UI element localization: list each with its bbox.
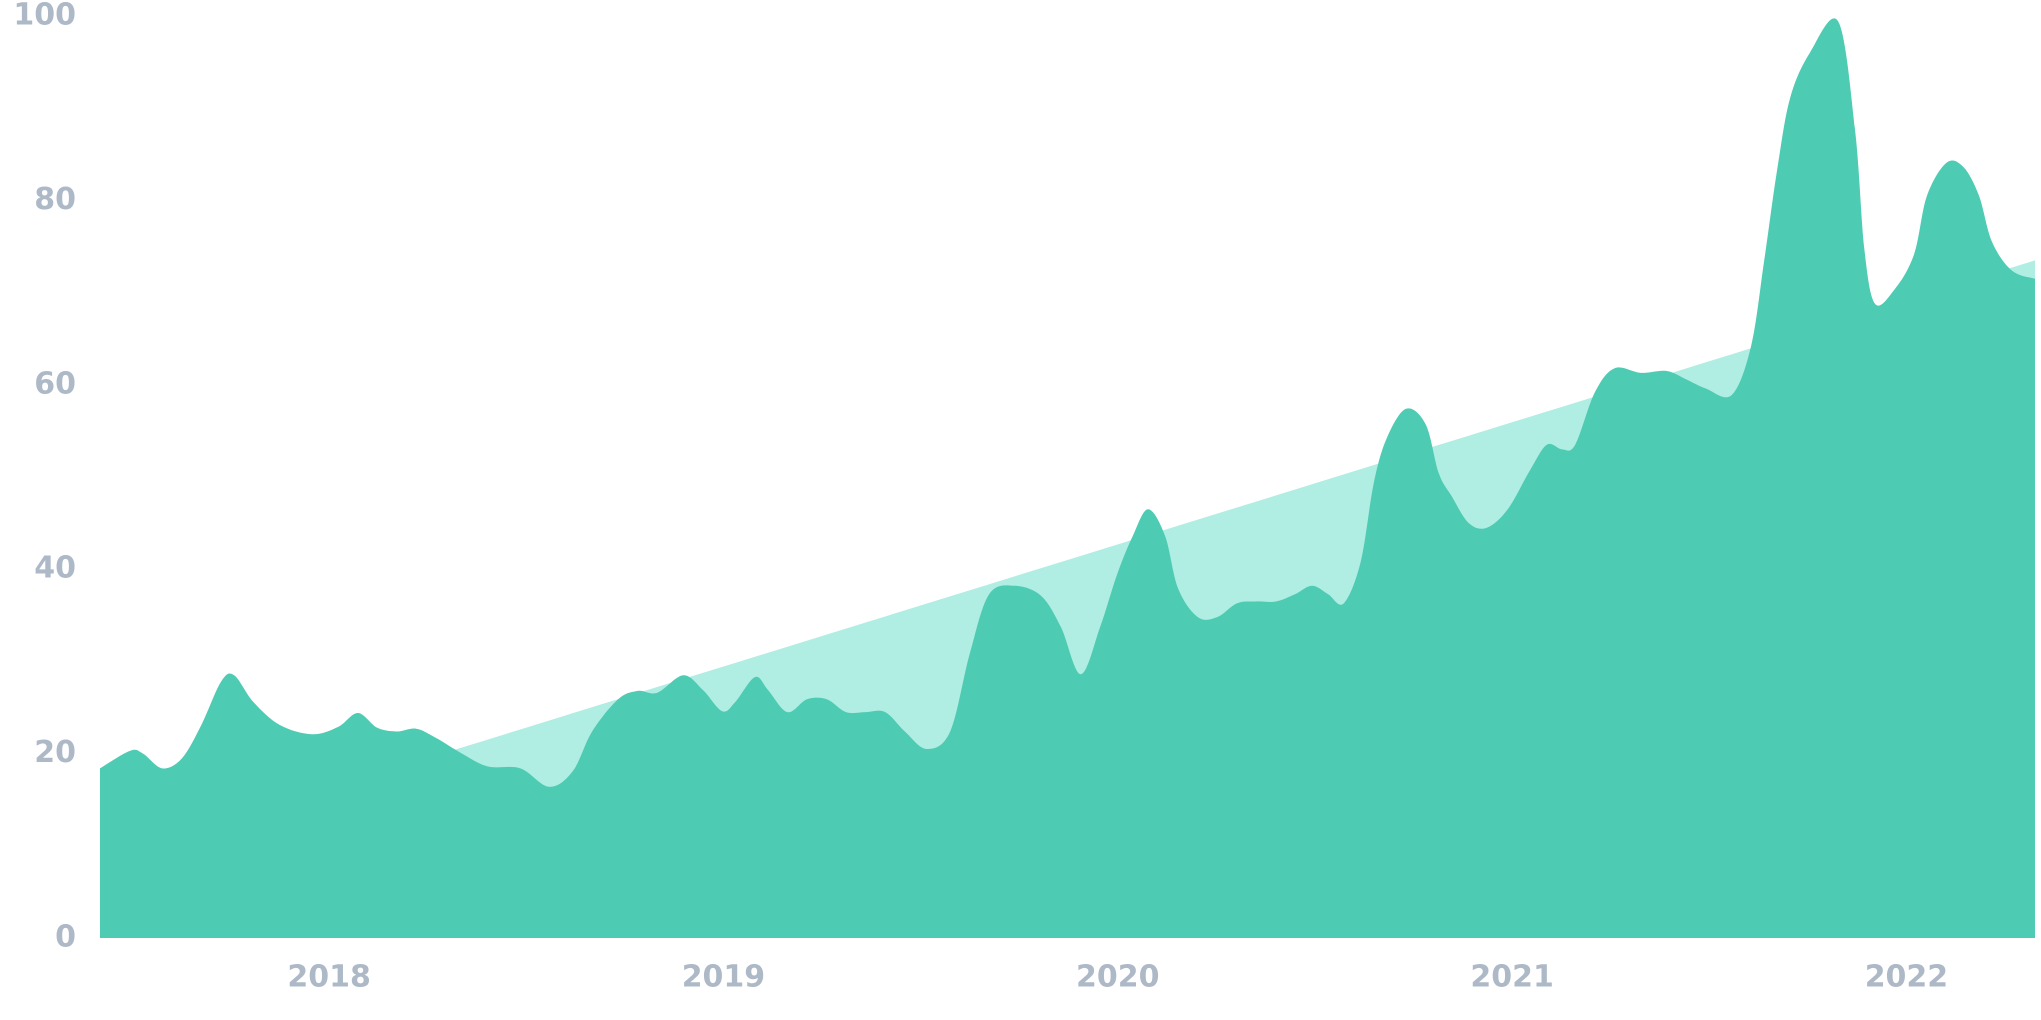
y-tick-label: 40 [34,551,76,586]
y-tick-label: 0 [55,920,76,955]
y-tick-label: 100 [13,0,76,33]
x-tick-label: 2020 [1076,960,1160,995]
y-tick-label: 20 [34,735,76,770]
x-tick-label: 2018 [287,960,371,995]
x-tick-label: 2019 [682,960,766,995]
y-tick-label: 80 [34,182,76,217]
area [100,18,2035,938]
x-tick-label: 2021 [1470,960,1554,995]
x-tick-label: 2022 [1865,960,1949,995]
y-tick-label: 60 [34,366,76,401]
